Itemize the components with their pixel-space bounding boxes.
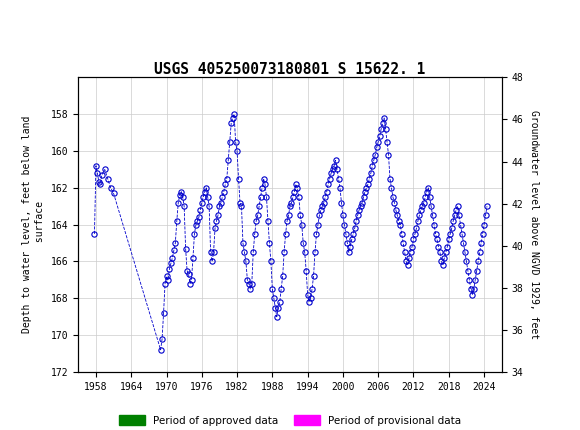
Y-axis label: Depth to water level, feet below land
 surface: Depth to water level, feet below land su… xyxy=(22,116,45,333)
Text: USGS 405250073180801 S 15622. 1: USGS 405250073180801 S 15622. 1 xyxy=(154,62,426,77)
Y-axis label: Groundwater level above NGVD 1929, feet: Groundwater level above NGVD 1929, feet xyxy=(529,110,539,339)
Text: ≡USGS: ≡USGS xyxy=(9,17,63,35)
Legend: Period of approved data, Period of provisional data: Period of approved data, Period of provi… xyxy=(119,415,461,426)
